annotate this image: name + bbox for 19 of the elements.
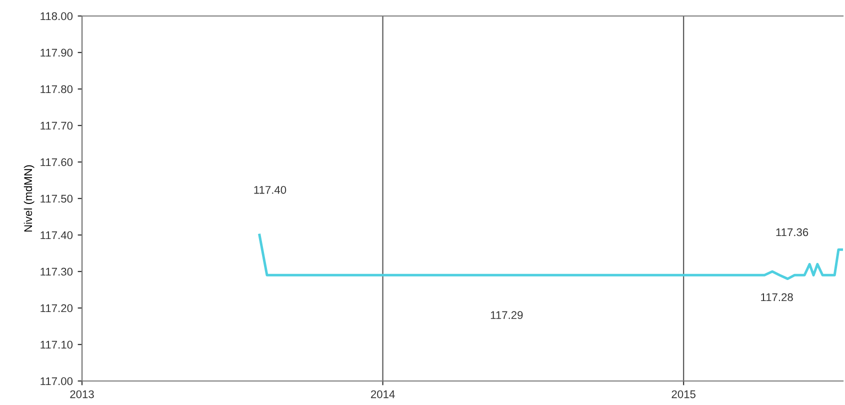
annotation: 117.40 [254,186,286,194]
y-tick-label: 118.00 [40,12,73,20]
y-tick-label: 117.70 [40,122,73,130]
y-tick-label: 117.20 [40,304,73,312]
annotation: 117.28 [761,293,793,302]
x-tick-label: 2015 [672,390,696,398]
y-tick-label: 117.90 [40,48,73,57]
y-tick-label: 117.40 [40,231,73,240]
annotation: 117.36 [776,228,808,236]
x-tick-label: 2013 [70,390,94,398]
y-tick-label: 117.60 [40,158,73,166]
y-tick-label: 117.00 [40,377,73,386]
y-tick-label: 117.10 [40,340,73,349]
annotation: 117.29 [490,311,523,320]
x-tick-label: 2014 [370,390,395,398]
y-axis-title: Nivel (mdMN) [24,165,34,232]
y-tick-label: 117.80 [40,85,73,94]
y-tick-label: 117.50 [40,194,73,203]
y-tick-label: 117.30 [40,268,73,276]
